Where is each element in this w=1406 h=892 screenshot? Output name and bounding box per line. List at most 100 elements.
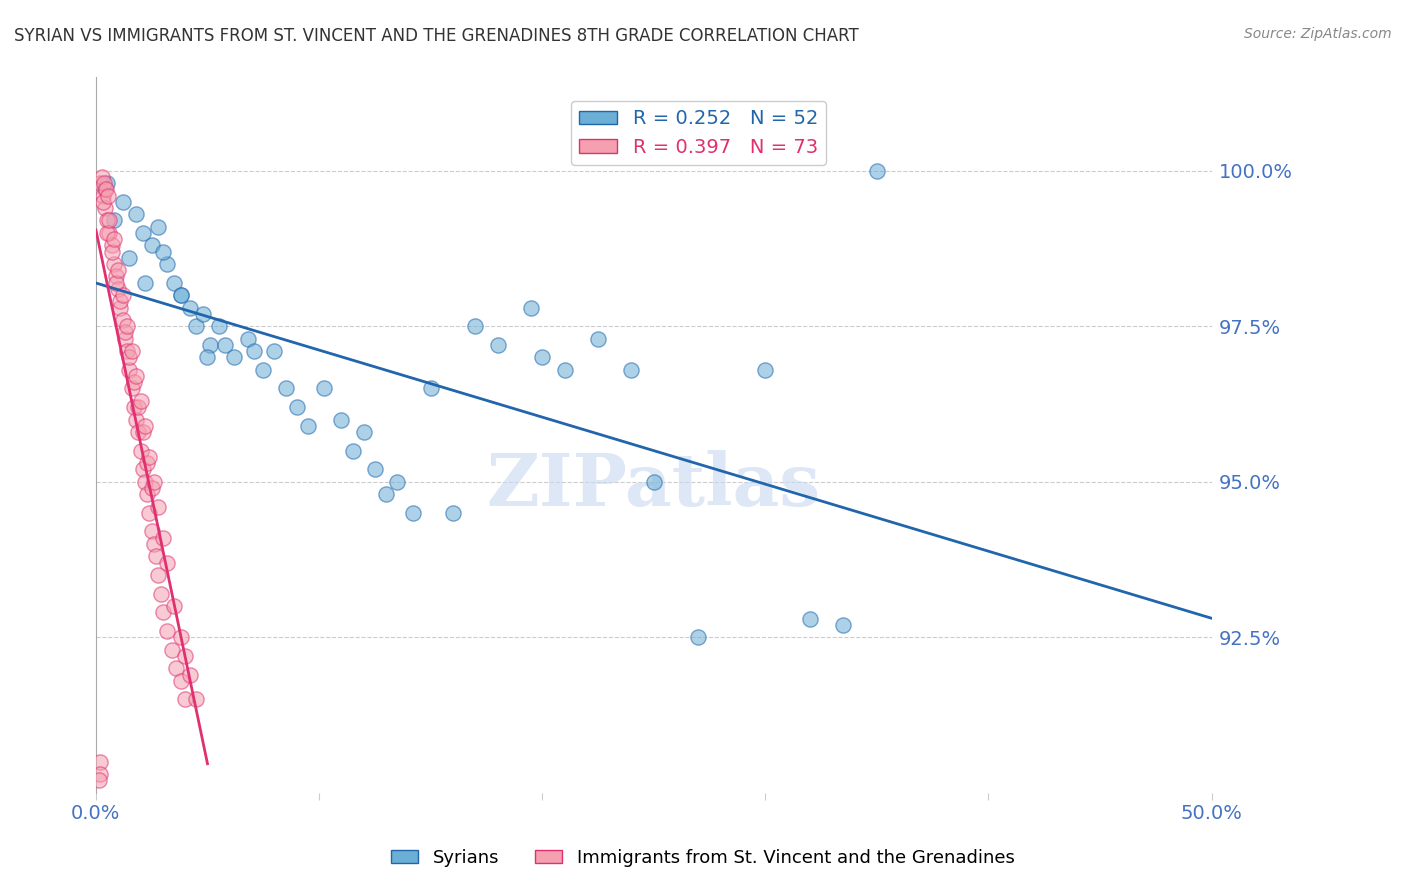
Point: [89, 176, 111, 190]
Point: [419, 381, 441, 395]
Point: [125, 412, 148, 426]
Point: [148, 219, 170, 234]
Point: [111, 288, 134, 302]
Point: [554, 363, 576, 377]
Point: [198, 338, 221, 352]
Point: [832, 617, 855, 632]
Point: [364, 462, 387, 476]
Point: [486, 338, 509, 352]
Point: [89, 767, 111, 781]
Point: [118, 363, 141, 377]
Point: [89, 773, 111, 788]
Point: [134, 276, 156, 290]
Point: [129, 443, 152, 458]
Point: [134, 475, 156, 489]
Point: [121, 381, 143, 395]
Point: [142, 537, 165, 551]
Point: [138, 506, 160, 520]
Point: [122, 400, 145, 414]
Point: [118, 251, 141, 265]
Text: Source: ZipAtlas.com: Source: ZipAtlas.com: [1244, 27, 1392, 41]
Point: [97, 188, 120, 202]
Text: SYRIAN VS IMMIGRANTS FROM ST. VINCENT AND THE GRENADINES 8TH GRADE CORRELATION C: SYRIAN VS IMMIGRANTS FROM ST. VINCENT AN…: [14, 27, 859, 45]
Point: [170, 288, 193, 302]
Point: [186, 319, 208, 334]
Point: [96, 226, 118, 240]
Point: [342, 443, 364, 458]
Point: [103, 257, 125, 271]
Point: [129, 393, 152, 408]
Point: [643, 475, 665, 489]
Point: [174, 648, 197, 663]
Point: [100, 238, 122, 252]
Point: [91, 188, 114, 202]
Point: [152, 531, 174, 545]
Point: [297, 418, 319, 433]
Point: [252, 363, 274, 377]
Point: [866, 163, 889, 178]
Point: [385, 475, 408, 489]
Point: [263, 344, 285, 359]
Point: [105, 269, 128, 284]
Point: [96, 176, 118, 190]
Point: [224, 351, 246, 365]
Point: [107, 263, 129, 277]
Point: [100, 244, 122, 259]
Point: [115, 319, 138, 334]
Point: [799, 611, 821, 625]
Point: [754, 363, 776, 377]
Point: [402, 506, 425, 520]
Point: [127, 400, 149, 414]
Point: [353, 425, 375, 439]
Point: [163, 599, 186, 613]
Point: [141, 524, 163, 539]
Point: [148, 568, 170, 582]
Point: [91, 194, 114, 209]
Point: [125, 368, 148, 383]
Point: [127, 425, 149, 439]
Point: [93, 176, 115, 190]
Point: [125, 207, 148, 221]
Point: [96, 213, 118, 227]
Point: [132, 425, 155, 439]
Point: [94, 201, 117, 215]
Point: [110, 294, 132, 309]
Point: [163, 276, 186, 290]
Point: [105, 276, 128, 290]
Point: [103, 213, 125, 227]
Text: ZIPatlas: ZIPatlas: [486, 450, 821, 521]
Point: [208, 319, 231, 334]
Point: [149, 587, 172, 601]
Point: [170, 673, 193, 688]
Point: [138, 450, 160, 464]
Point: [191, 307, 214, 321]
Point: [375, 487, 398, 501]
Point: [107, 282, 129, 296]
Point: [89, 755, 111, 769]
Point: [114, 326, 136, 340]
Legend: Syrians, Immigrants from St. Vincent and the Grenadines: Syrians, Immigrants from St. Vincent and…: [384, 842, 1022, 874]
Point: [464, 319, 486, 334]
Legend: R = 0.252   N = 52, R = 0.397   N = 73: R = 0.252 N = 52, R = 0.397 N = 73: [571, 102, 827, 165]
Point: [186, 692, 208, 706]
Point: [312, 381, 335, 395]
Point: [170, 630, 193, 644]
Point: [330, 412, 353, 426]
Point: [160, 642, 183, 657]
Point: [94, 182, 117, 196]
Point: [103, 232, 125, 246]
Point: [152, 605, 174, 619]
Point: [111, 313, 134, 327]
Point: [174, 692, 197, 706]
Point: [136, 456, 159, 470]
Point: [121, 344, 143, 359]
Point: [98, 226, 121, 240]
Point: [274, 381, 297, 395]
Point: [141, 481, 163, 495]
Point: [285, 400, 308, 414]
Point: [586, 332, 609, 346]
Point: [165, 661, 187, 675]
Point: [122, 375, 145, 389]
Point: [118, 351, 141, 365]
Point: [148, 500, 170, 514]
